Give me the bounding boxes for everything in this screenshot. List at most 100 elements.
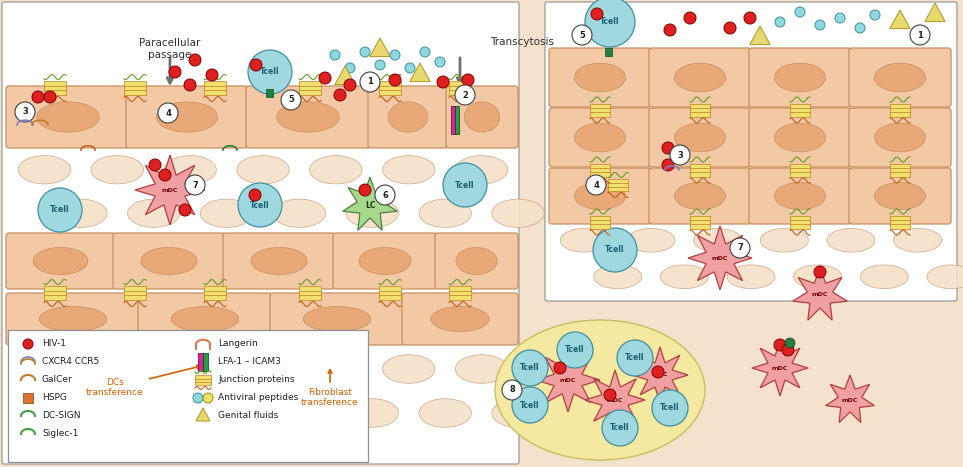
Ellipse shape	[674, 63, 725, 92]
Circle shape	[281, 90, 301, 110]
Bar	[590, 215, 610, 228]
Polygon shape	[370, 38, 390, 57]
Ellipse shape	[575, 183, 626, 210]
Circle shape	[684, 12, 696, 24]
Circle shape	[795, 7, 805, 17]
Polygon shape	[752, 340, 808, 396]
FancyBboxPatch shape	[849, 48, 951, 107]
Text: Tcell: Tcell	[565, 346, 585, 354]
FancyBboxPatch shape	[435, 233, 518, 289]
Circle shape	[359, 184, 371, 196]
Circle shape	[185, 175, 205, 195]
Ellipse shape	[237, 355, 289, 383]
Bar	[124, 81, 146, 95]
FancyBboxPatch shape	[549, 108, 651, 167]
Polygon shape	[170, 390, 229, 447]
Circle shape	[730, 238, 750, 258]
Ellipse shape	[273, 399, 325, 427]
Ellipse shape	[430, 306, 489, 332]
Ellipse shape	[127, 199, 180, 227]
Bar	[8, 330, 368, 462]
Bar	[266, 89, 273, 97]
Bar	[790, 104, 810, 116]
FancyBboxPatch shape	[6, 233, 115, 289]
Circle shape	[586, 175, 606, 195]
Ellipse shape	[560, 228, 609, 252]
Polygon shape	[343, 177, 398, 230]
Text: GalCer: GalCer	[42, 375, 73, 384]
Text: mDC: mDC	[242, 377, 258, 382]
Ellipse shape	[164, 355, 217, 383]
Ellipse shape	[492, 199, 544, 227]
Circle shape	[238, 183, 282, 227]
Polygon shape	[890, 10, 910, 28]
Bar	[790, 163, 810, 177]
Circle shape	[169, 66, 181, 78]
Text: DC-SIGN: DC-SIGN	[42, 411, 81, 420]
Circle shape	[443, 163, 487, 207]
Bar	[455, 106, 459, 134]
Polygon shape	[793, 267, 847, 320]
Text: Tcell: Tcell	[260, 68, 279, 77]
Ellipse shape	[761, 228, 808, 252]
FancyBboxPatch shape	[649, 108, 751, 167]
Ellipse shape	[359, 248, 411, 275]
Circle shape	[345, 63, 355, 73]
Text: mDC: mDC	[712, 255, 728, 261]
Ellipse shape	[661, 265, 709, 289]
Text: Tcell: Tcell	[250, 200, 270, 210]
Polygon shape	[335, 66, 355, 85]
Ellipse shape	[382, 156, 435, 184]
Ellipse shape	[382, 355, 435, 383]
Text: 3: 3	[22, 107, 28, 116]
Ellipse shape	[794, 265, 842, 289]
Text: 5: 5	[579, 30, 585, 40]
Text: Tcell: Tcell	[520, 363, 539, 373]
Bar	[690, 215, 710, 228]
Circle shape	[572, 25, 592, 45]
Text: mDC: mDC	[812, 292, 828, 297]
Ellipse shape	[774, 123, 825, 152]
Ellipse shape	[927, 265, 963, 289]
Ellipse shape	[237, 156, 289, 184]
Polygon shape	[536, 348, 600, 412]
Circle shape	[375, 60, 385, 70]
FancyBboxPatch shape	[6, 86, 130, 148]
Circle shape	[455, 85, 475, 105]
Polygon shape	[585, 370, 645, 430]
Ellipse shape	[827, 228, 875, 252]
Circle shape	[206, 69, 218, 81]
Text: mDC: mDC	[560, 377, 576, 382]
Text: 7: 7	[737, 243, 742, 253]
Circle shape	[775, 17, 785, 27]
Text: mDC: mDC	[607, 397, 623, 403]
Bar	[44, 286, 66, 300]
Circle shape	[23, 339, 33, 349]
Ellipse shape	[310, 156, 362, 184]
Polygon shape	[632, 347, 688, 403]
Circle shape	[193, 393, 203, 403]
Ellipse shape	[455, 156, 508, 184]
Ellipse shape	[171, 306, 239, 332]
Ellipse shape	[39, 306, 107, 332]
Ellipse shape	[674, 123, 725, 152]
Text: Paracellular
passage: Paracellular passage	[140, 38, 200, 60]
Polygon shape	[825, 375, 874, 423]
Ellipse shape	[91, 156, 143, 184]
Circle shape	[652, 366, 664, 378]
Bar	[605, 48, 612, 56]
FancyBboxPatch shape	[849, 108, 951, 167]
Circle shape	[420, 47, 430, 57]
Circle shape	[149, 159, 161, 171]
Ellipse shape	[200, 399, 253, 427]
Bar	[195, 375, 211, 385]
Ellipse shape	[455, 248, 497, 275]
Ellipse shape	[156, 102, 218, 132]
Ellipse shape	[33, 248, 88, 275]
Circle shape	[375, 185, 395, 205]
Polygon shape	[410, 63, 430, 82]
FancyBboxPatch shape	[749, 48, 851, 107]
Bar	[890, 163, 910, 177]
Circle shape	[593, 228, 637, 272]
Ellipse shape	[346, 199, 399, 227]
